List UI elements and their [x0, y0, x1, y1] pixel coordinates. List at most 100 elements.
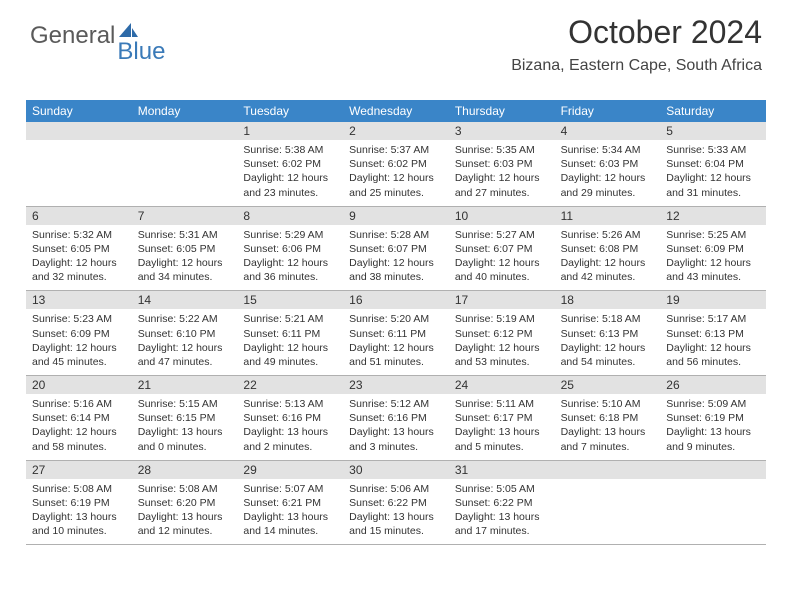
day-body: Sunrise: 5:38 AM Sunset: 6:02 PM Dayligh…: [237, 140, 343, 206]
day-body: Sunrise: 5:11 AM Sunset: 6:17 PM Dayligh…: [449, 394, 555, 460]
logo-text-blue: Blue: [117, 38, 165, 66]
day-cell: 29Sunrise: 5:07 AM Sunset: 6:21 PM Dayli…: [237, 461, 343, 545]
day-cell: 14Sunrise: 5:22 AM Sunset: 6:10 PM Dayli…: [132, 291, 238, 375]
day-cell: 19Sunrise: 5:17 AM Sunset: 6:13 PM Dayli…: [660, 291, 766, 375]
day-header-cell: Friday: [555, 100, 661, 122]
empty-body: [26, 140, 132, 202]
day-number: 26: [660, 376, 766, 394]
week-row: 1Sunrise: 5:38 AM Sunset: 6:02 PM Daylig…: [26, 122, 766, 207]
day-body: Sunrise: 5:18 AM Sunset: 6:13 PM Dayligh…: [555, 309, 661, 375]
day-body: Sunrise: 5:12 AM Sunset: 6:16 PM Dayligh…: [343, 394, 449, 460]
day-cell: 23Sunrise: 5:12 AM Sunset: 6:16 PM Dayli…: [343, 376, 449, 460]
sail-icon: [117, 21, 139, 39]
day-number: 3: [449, 122, 555, 140]
day-cell: 28Sunrise: 5:08 AM Sunset: 6:20 PM Dayli…: [132, 461, 238, 545]
day-cell: 6Sunrise: 5:32 AM Sunset: 6:05 PM Daylig…: [26, 207, 132, 291]
day-cell: 9Sunrise: 5:28 AM Sunset: 6:07 PM Daylig…: [343, 207, 449, 291]
day-body: Sunrise: 5:28 AM Sunset: 6:07 PM Dayligh…: [343, 225, 449, 291]
day-cell: 2Sunrise: 5:37 AM Sunset: 6:02 PM Daylig…: [343, 122, 449, 206]
day-body: Sunrise: 5:20 AM Sunset: 6:11 PM Dayligh…: [343, 309, 449, 375]
day-cell: [555, 461, 661, 545]
week-row: 6Sunrise: 5:32 AM Sunset: 6:05 PM Daylig…: [26, 207, 766, 292]
day-number: 23: [343, 376, 449, 394]
day-number: 2: [343, 122, 449, 140]
empty-daynum: [132, 122, 238, 140]
week-row: 20Sunrise: 5:16 AM Sunset: 6:14 PM Dayli…: [26, 376, 766, 461]
day-number: 17: [449, 291, 555, 309]
day-body: Sunrise: 5:08 AM Sunset: 6:19 PM Dayligh…: [26, 479, 132, 545]
day-cell: 1Sunrise: 5:38 AM Sunset: 6:02 PM Daylig…: [237, 122, 343, 206]
day-number: 7: [132, 207, 238, 225]
day-number: 5: [660, 122, 766, 140]
day-cell: 25Sunrise: 5:10 AM Sunset: 6:18 PM Dayli…: [555, 376, 661, 460]
empty-daynum: [660, 461, 766, 479]
day-number: 11: [555, 207, 661, 225]
day-number: 9: [343, 207, 449, 225]
day-cell: 12Sunrise: 5:25 AM Sunset: 6:09 PM Dayli…: [660, 207, 766, 291]
day-body: Sunrise: 5:32 AM Sunset: 6:05 PM Dayligh…: [26, 225, 132, 291]
empty-body: [660, 479, 766, 541]
day-cell: 21Sunrise: 5:15 AM Sunset: 6:15 PM Dayli…: [132, 376, 238, 460]
day-body: Sunrise: 5:33 AM Sunset: 6:04 PM Dayligh…: [660, 140, 766, 206]
day-header-cell: Sunday: [26, 100, 132, 122]
week-row: 13Sunrise: 5:23 AM Sunset: 6:09 PM Dayli…: [26, 291, 766, 376]
day-header-cell: Monday: [132, 100, 238, 122]
day-cell: 3Sunrise: 5:35 AM Sunset: 6:03 PM Daylig…: [449, 122, 555, 206]
day-cell: 22Sunrise: 5:13 AM Sunset: 6:16 PM Dayli…: [237, 376, 343, 460]
day-number: 10: [449, 207, 555, 225]
day-number: 13: [26, 291, 132, 309]
day-number: 15: [237, 291, 343, 309]
day-cell: 30Sunrise: 5:06 AM Sunset: 6:22 PM Dayli…: [343, 461, 449, 545]
day-body: Sunrise: 5:29 AM Sunset: 6:06 PM Dayligh…: [237, 225, 343, 291]
day-body: Sunrise: 5:22 AM Sunset: 6:10 PM Dayligh…: [132, 309, 238, 375]
logo-text-general: General: [30, 22, 115, 50]
day-number: 25: [555, 376, 661, 394]
day-body: Sunrise: 5:10 AM Sunset: 6:18 PM Dayligh…: [555, 394, 661, 460]
day-cell: 31Sunrise: 5:05 AM Sunset: 6:22 PM Dayli…: [449, 461, 555, 545]
day-body: Sunrise: 5:16 AM Sunset: 6:14 PM Dayligh…: [26, 394, 132, 460]
day-cell: 20Sunrise: 5:16 AM Sunset: 6:14 PM Dayli…: [26, 376, 132, 460]
logo: General Blue: [30, 22, 187, 50]
empty-body: [555, 479, 661, 541]
day-number: 4: [555, 122, 661, 140]
day-body: Sunrise: 5:07 AM Sunset: 6:21 PM Dayligh…: [237, 479, 343, 545]
day-body: Sunrise: 5:19 AM Sunset: 6:12 PM Dayligh…: [449, 309, 555, 375]
day-number: 6: [26, 207, 132, 225]
day-number: 8: [237, 207, 343, 225]
day-number: 24: [449, 376, 555, 394]
day-body: Sunrise: 5:08 AM Sunset: 6:20 PM Dayligh…: [132, 479, 238, 545]
day-number: 18: [555, 291, 661, 309]
day-number: 21: [132, 376, 238, 394]
day-header-cell: Wednesday: [343, 100, 449, 122]
day-body: Sunrise: 5:27 AM Sunset: 6:07 PM Dayligh…: [449, 225, 555, 291]
day-number: 30: [343, 461, 449, 479]
day-number: 16: [343, 291, 449, 309]
day-cell: [26, 122, 132, 206]
day-body: Sunrise: 5:15 AM Sunset: 6:15 PM Dayligh…: [132, 394, 238, 460]
day-cell: 18Sunrise: 5:18 AM Sunset: 6:13 PM Dayli…: [555, 291, 661, 375]
day-number: 22: [237, 376, 343, 394]
day-cell: 26Sunrise: 5:09 AM Sunset: 6:19 PM Dayli…: [660, 376, 766, 460]
day-number: 14: [132, 291, 238, 309]
day-body: Sunrise: 5:35 AM Sunset: 6:03 PM Dayligh…: [449, 140, 555, 206]
month-title: October 2024: [511, 14, 762, 51]
day-body: Sunrise: 5:34 AM Sunset: 6:03 PM Dayligh…: [555, 140, 661, 206]
calendar: SundayMondayTuesdayWednesdayThursdayFrid…: [26, 100, 766, 545]
day-number: 20: [26, 376, 132, 394]
day-body: Sunrise: 5:25 AM Sunset: 6:09 PM Dayligh…: [660, 225, 766, 291]
day-cell: 10Sunrise: 5:27 AM Sunset: 6:07 PM Dayli…: [449, 207, 555, 291]
day-body: Sunrise: 5:06 AM Sunset: 6:22 PM Dayligh…: [343, 479, 449, 545]
day-number: 1: [237, 122, 343, 140]
empty-daynum: [26, 122, 132, 140]
day-cell: 7Sunrise: 5:31 AM Sunset: 6:05 PM Daylig…: [132, 207, 238, 291]
day-header-cell: Saturday: [660, 100, 766, 122]
empty-body: [132, 140, 238, 202]
day-cell: [660, 461, 766, 545]
day-number: 19: [660, 291, 766, 309]
day-cell: 15Sunrise: 5:21 AM Sunset: 6:11 PM Dayli…: [237, 291, 343, 375]
day-body: Sunrise: 5:26 AM Sunset: 6:08 PM Dayligh…: [555, 225, 661, 291]
day-body: Sunrise: 5:17 AM Sunset: 6:13 PM Dayligh…: [660, 309, 766, 375]
day-body: Sunrise: 5:23 AM Sunset: 6:09 PM Dayligh…: [26, 309, 132, 375]
week-row: 27Sunrise: 5:08 AM Sunset: 6:19 PM Dayli…: [26, 461, 766, 546]
day-header-row: SundayMondayTuesdayWednesdayThursdayFrid…: [26, 100, 766, 122]
